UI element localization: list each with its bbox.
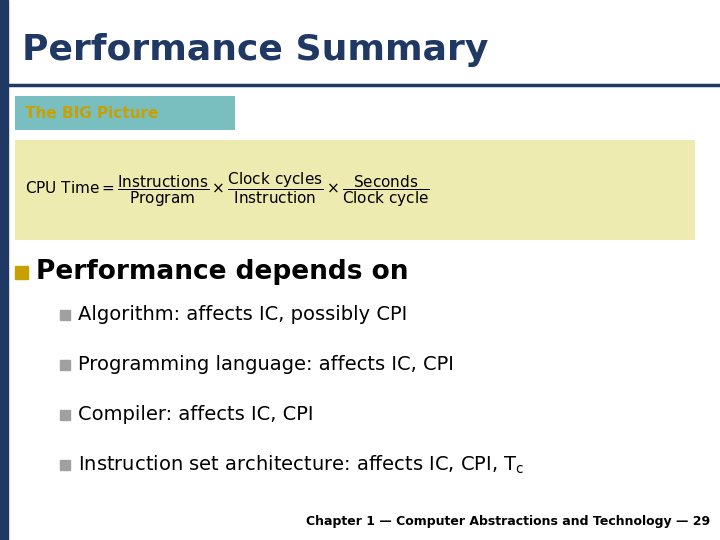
Text: Chapter 1 — Computer Abstractions and Technology — 29: Chapter 1 — Computer Abstractions and Te… bbox=[306, 515, 710, 528]
Bar bbox=[60, 310, 70, 320]
Text: Algorithm: affects IC, possibly CPI: Algorithm: affects IC, possibly CPI bbox=[78, 306, 408, 325]
Text: Performance depends on: Performance depends on bbox=[36, 259, 408, 285]
Bar bbox=[60, 360, 70, 370]
Bar bbox=[15, 266, 28, 279]
Bar bbox=[60, 460, 70, 470]
Text: $\mathrm{CPU\ Time} = \dfrac{\mathrm{Instructions}}{\mathrm{Program}} \times \df: $\mathrm{CPU\ Time} = \dfrac{\mathrm{Ins… bbox=[25, 171, 430, 210]
Bar bbox=[0, 0, 8, 540]
Bar bbox=[60, 410, 70, 420]
Text: Compiler: affects IC, CPI: Compiler: affects IC, CPI bbox=[78, 406, 313, 424]
Text: Instruction set architecture: affects IC, CPI, T$_\mathrm{c}$: Instruction set architecture: affects IC… bbox=[78, 454, 525, 476]
FancyBboxPatch shape bbox=[15, 140, 695, 240]
Text: The BIG Picture: The BIG Picture bbox=[25, 105, 158, 120]
Text: Performance Summary: Performance Summary bbox=[22, 33, 488, 67]
FancyBboxPatch shape bbox=[15, 96, 235, 130]
Text: Programming language: affects IC, CPI: Programming language: affects IC, CPI bbox=[78, 355, 454, 375]
